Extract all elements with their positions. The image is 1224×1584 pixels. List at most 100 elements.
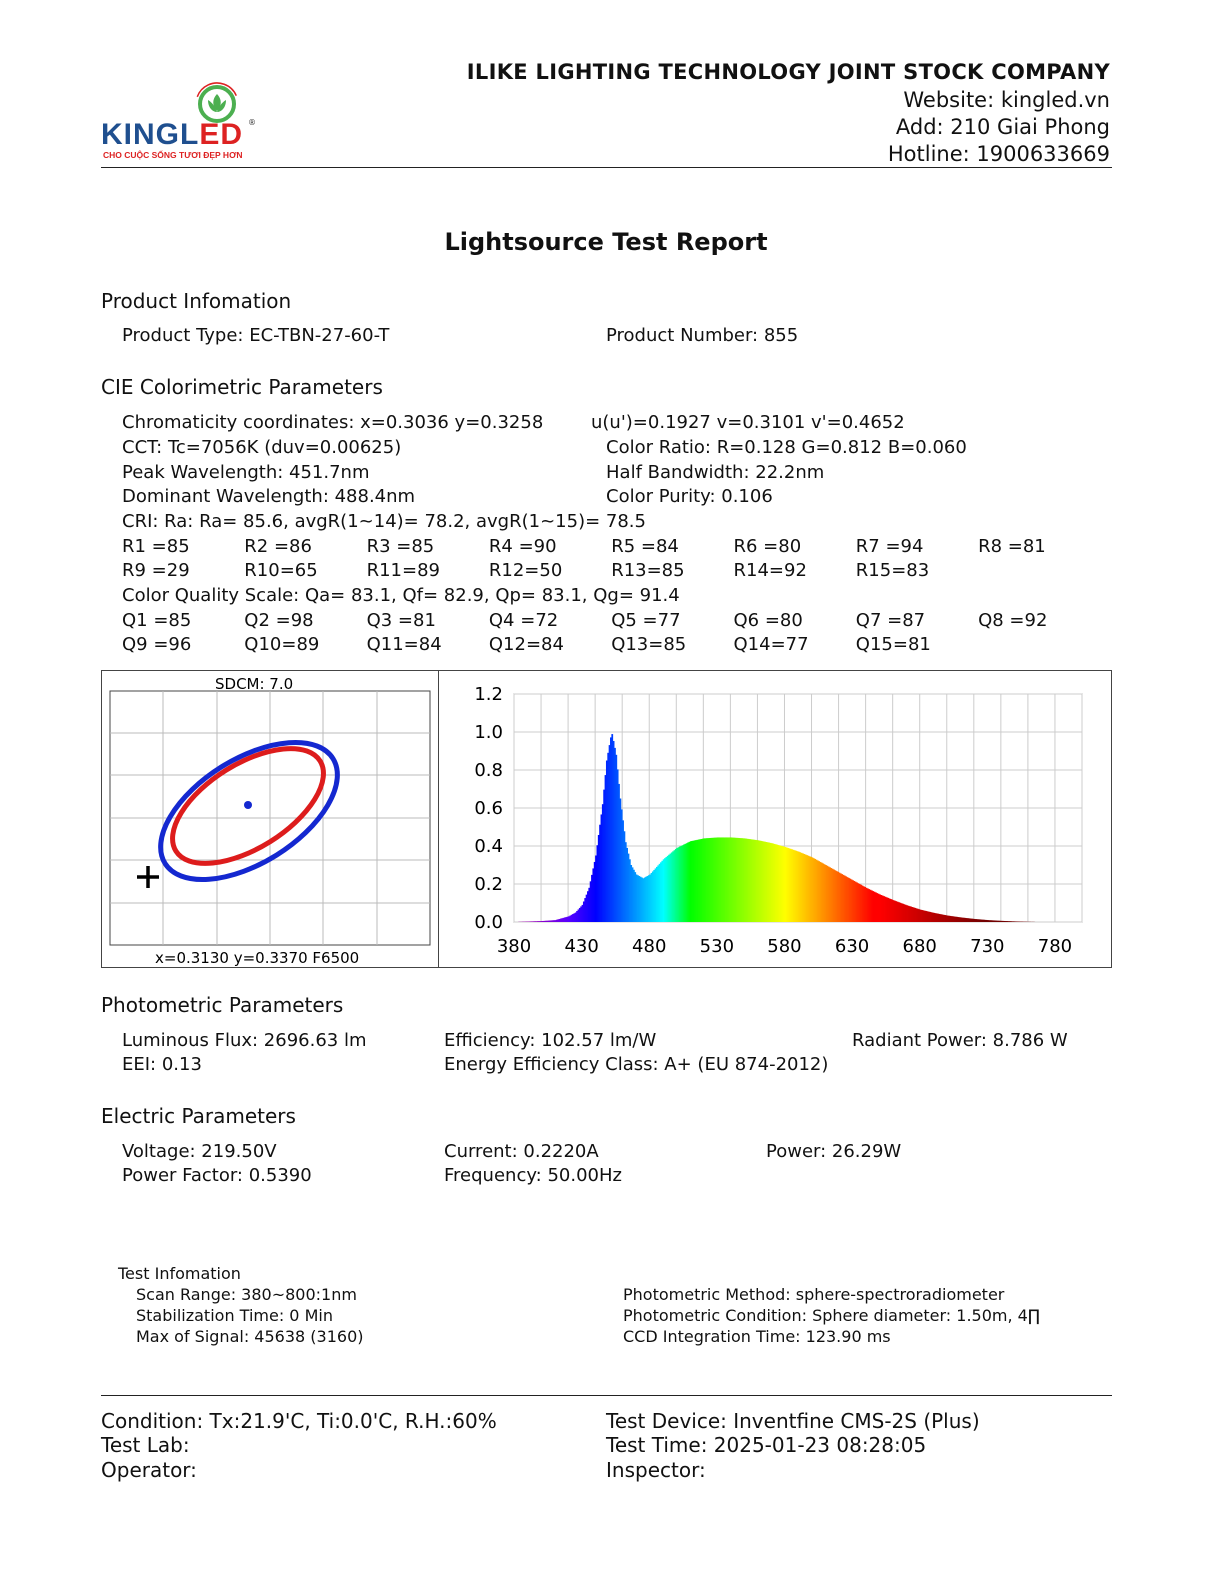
cri-summary: CRI: Ra: Ra= 85.6, avgR(1~14)= 78.2, avg… [122, 511, 646, 532]
cqs-value: Q2 =98 [244, 610, 314, 631]
spectrum-bar [933, 912, 935, 922]
spectrum-bar [766, 842, 769, 922]
spectrum-bar [864, 887, 867, 922]
spectrum-bar [741, 838, 743, 922]
spectrum-bar [707, 838, 710, 922]
spectrum-bar [857, 883, 860, 922]
spectrum-bar [677, 847, 680, 922]
panel-divider [438, 671, 439, 967]
spectrum-bar [673, 850, 676, 922]
spectrum-bar [977, 919, 980, 922]
color-purity: Color Purity: 0.106 [606, 486, 773, 507]
spectrum-bar [557, 919, 560, 922]
spectrum-bar [570, 914, 573, 922]
spectrum-bar [906, 905, 908, 922]
spectrum-bar [1013, 921, 1015, 922]
spectrum-bar [875, 892, 877, 922]
cqs-value: Q10=89 [244, 634, 320, 655]
cie-heading: CIE Colorimetric Parameters [101, 375, 383, 399]
spectrum-bar [907, 905, 910, 922]
spectrum-bar [555, 919, 558, 922]
spectrum-bar [610, 737, 612, 922]
x-tick-label: 580 [767, 936, 801, 957]
spectrum-bar [852, 880, 854, 922]
spectrum-bar [831, 868, 834, 922]
spectrum-bar [923, 910, 926, 922]
spectrum-bar [877, 893, 880, 922]
spectrum-bar [918, 909, 921, 922]
spectrum-bar [962, 917, 965, 922]
spectrum-bar [954, 916, 957, 922]
spectrum-bar [750, 839, 753, 922]
spectrum-bar [979, 919, 981, 922]
spectrum-bar [849, 878, 852, 922]
spectrum-bar [885, 897, 888, 922]
spectrum-bar [615, 754, 618, 922]
spectrum-bar [664, 858, 666, 922]
spectrum-bar [1004, 921, 1007, 922]
spectrum-bar [975, 919, 977, 922]
spectrum-bar [638, 876, 641, 922]
spectrum-bar [856, 882, 858, 922]
spectrum-bar [915, 908, 918, 922]
ccd-integration: CCD Integration Time: 123.90 ms [623, 1327, 891, 1346]
spectrum-bar [868, 889, 871, 922]
spectrum-bar [697, 839, 700, 922]
sdcm-reference: x=0.3130 y=0.3370 F6500 [155, 949, 359, 967]
spectrum-bar [910, 906, 912, 922]
spectrum-bar [980, 919, 983, 922]
cqs-summary: Color Quality Scale: Qa= 83.1, Qf= 82.9,… [122, 585, 680, 606]
spectrum-bar [624, 842, 627, 922]
spectrum-bar [803, 853, 806, 922]
spectrum-bar [946, 915, 949, 922]
spectrum-bar [823, 864, 826, 922]
spectrum-bar [931, 912, 934, 922]
spectrum-bar [961, 917, 964, 922]
cqs-value: Q4 =72 [488, 610, 559, 631]
spectrum-bar [795, 850, 798, 922]
y-tick-label: 1.2 [474, 684, 503, 705]
spectrum-bar [839, 873, 842, 922]
max-signal: Max of Signal: 45638 (3160) [136, 1327, 364, 1346]
reference-cross-icon [137, 866, 159, 888]
spectrum-bar [630, 865, 633, 922]
test-device: Test Device: Inventfine CMS-2S (Plus) [606, 1409, 980, 1433]
spectrum-bar [876, 893, 879, 922]
spectrum-bar [783, 846, 785, 922]
spectrum-bar [670, 852, 673, 922]
registered-mark: ® [248, 118, 256, 127]
spectrum-bar [793, 850, 796, 922]
spectrum-bar [549, 920, 551, 922]
spectrum-bar [865, 887, 868, 922]
cqs-value: Q5 =77 [611, 610, 681, 631]
spectrum-bar [998, 920, 1000, 922]
spectrum-bar [634, 872, 637, 922]
spectrum-bar [547, 920, 550, 922]
cct-value: CCT: Tc=7056K (duv=0.00625) [122, 437, 402, 458]
spectrum-bar [1008, 921, 1011, 922]
company-hotline: Hotline: 1900633669 [887, 142, 1110, 166]
spectrum-bar [574, 912, 577, 922]
spectrum-bar [810, 856, 812, 922]
spectrum-bar [994, 920, 996, 922]
spectrum-bar [595, 855, 597, 922]
spectrum-bar [746, 838, 749, 922]
spectrum-bar [616, 769, 619, 922]
spectrum-bar [546, 920, 549, 922]
spectrum-bar [712, 837, 715, 922]
current: Current: 0.2220A [444, 1141, 599, 1162]
spectrum-bar [927, 911, 930, 922]
spectrum-bar [676, 847, 679, 922]
spectrum-bar [733, 837, 735, 922]
spectrum-bar [799, 852, 802, 922]
spectrum-bar [956, 916, 958, 922]
peak-wavelength: Peak Wavelength: 451.7nm [122, 462, 370, 483]
eei-value: EEI: 0.13 [122, 1054, 202, 1075]
spectrum-bar [983, 919, 986, 922]
spectrum-bar [738, 838, 741, 922]
spectrum-bar [773, 843, 776, 922]
spectrum-bar [949, 915, 952, 922]
spectrum-bar [680, 845, 683, 922]
spectrum-bar [972, 918, 975, 922]
y-tick-label: 0.2 [474, 874, 503, 895]
